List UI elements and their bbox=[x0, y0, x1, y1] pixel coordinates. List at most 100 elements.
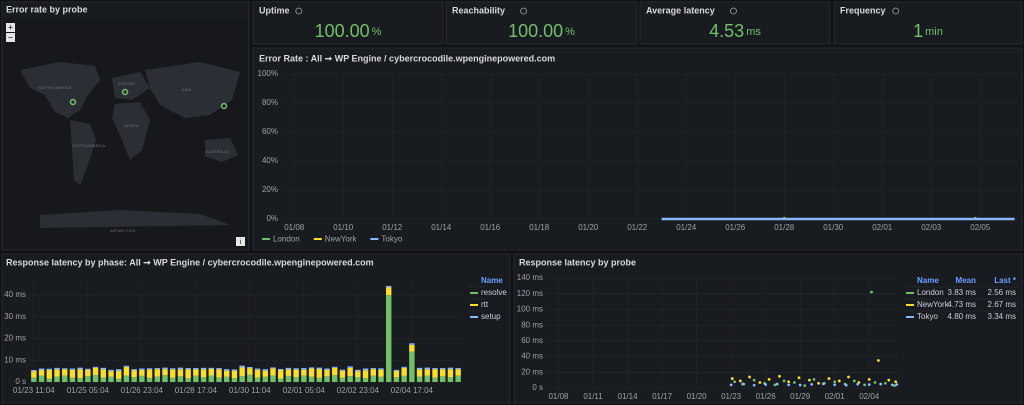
legend-swatch bbox=[906, 292, 914, 294]
info-label[interactable]: i bbox=[240, 239, 242, 246]
bar-segment bbox=[77, 369, 83, 379]
bar-segment bbox=[447, 367, 454, 370]
bar-segment bbox=[393, 370, 400, 378]
bar-segment bbox=[270, 368, 276, 376]
scatter-point bbox=[782, 379, 786, 383]
x-tick-label: 01/20 bbox=[578, 223, 599, 232]
bar-segment bbox=[455, 375, 461, 382]
scatter-point bbox=[752, 383, 756, 387]
world-map: NORTH AMERICA EUROPE ASIA AFRICA SOUTH A… bbox=[3, 18, 248, 249]
zoom-out-button[interactable] bbox=[6, 33, 15, 42]
bar-segment bbox=[38, 375, 45, 382]
legend-last: 3.34 ms bbox=[988, 312, 1016, 321]
y-tick-label: 0 s bbox=[532, 383, 543, 392]
chart-title: Response latency by phase: All ➞ WP Engi… bbox=[6, 257, 374, 267]
bar-segment bbox=[316, 367, 322, 369]
y-tick-label: 120 ms bbox=[517, 289, 543, 298]
bar-segment bbox=[455, 369, 461, 376]
bar-segment bbox=[239, 367, 245, 377]
land bbox=[145, 62, 240, 118]
bar-segment bbox=[278, 370, 284, 379]
bar-segment bbox=[339, 369, 346, 371]
scatter-point bbox=[821, 382, 825, 386]
legend-label: Tokyo bbox=[381, 235, 402, 244]
x-tick-label: 02/01 05:04 bbox=[283, 386, 326, 395]
legend-last: 2.67 ms bbox=[988, 300, 1016, 309]
scatter-point bbox=[852, 379, 856, 383]
bar-segment bbox=[432, 368, 438, 370]
info-button[interactable] bbox=[236, 237, 245, 246]
chart-panel bbox=[513, 253, 1023, 404]
legend-mean: 4.80 ms bbox=[948, 312, 976, 321]
land bbox=[20, 62, 100, 118]
y-tick-label: 140 ms bbox=[517, 273, 543, 282]
scatter-point bbox=[748, 375, 751, 379]
bar-segment bbox=[285, 367, 292, 370]
bar-segment bbox=[231, 378, 238, 382]
x-tick-label: 01/22 bbox=[627, 223, 648, 232]
legend-swatch bbox=[313, 238, 322, 240]
stat-value: 100.00% bbox=[508, 21, 575, 41]
stat-number: 1 bbox=[913, 21, 923, 41]
x-tick-label: 01/24 bbox=[676, 223, 697, 232]
probe-marker[interactable] bbox=[69, 98, 77, 106]
bar-segment bbox=[447, 369, 454, 377]
bar-segment bbox=[231, 369, 238, 371]
bar-segment bbox=[332, 375, 338, 382]
bar-segment bbox=[347, 367, 353, 377]
x-tick-label: 02/04 bbox=[859, 392, 880, 401]
bar-segment bbox=[424, 367, 430, 370]
probe-marker[interactable] bbox=[220, 102, 228, 110]
bar-segment bbox=[185, 369, 191, 379]
land bbox=[70, 120, 96, 185]
bar-segment bbox=[146, 377, 153, 382]
zoom-out-label[interactable]: − bbox=[8, 32, 13, 42]
stat-panel bbox=[639, 1, 831, 45]
probe-marker[interactable] bbox=[121, 88, 129, 96]
bar-segment bbox=[62, 375, 68, 382]
scatter-point bbox=[890, 383, 894, 387]
legend-last: 2.56 ms bbox=[988, 288, 1016, 297]
bar-segment bbox=[285, 375, 292, 382]
legend-label: London bbox=[917, 288, 944, 297]
zoom-in-label[interactable]: + bbox=[8, 22, 13, 32]
y-tick-label: 30 ms bbox=[4, 312, 26, 321]
bar-segment bbox=[270, 367, 276, 369]
bar-segment bbox=[170, 369, 176, 378]
stat-number: 100.00 bbox=[315, 21, 370, 41]
bar-segment bbox=[362, 370, 369, 379]
y-tick-label: 20 ms bbox=[4, 334, 26, 343]
scatter-point bbox=[798, 383, 802, 387]
bar-segment bbox=[262, 376, 268, 382]
bar-segment bbox=[170, 368, 176, 370]
bar-segment bbox=[416, 367, 423, 370]
bar-segment bbox=[208, 367, 214, 369]
x-tick-label: 01/12 bbox=[382, 223, 403, 232]
bar-segment bbox=[146, 368, 153, 370]
bar-segment bbox=[231, 370, 238, 379]
x-tick-label: 01/23 bbox=[721, 392, 742, 401]
scatter-point bbox=[764, 383, 768, 386]
bar-segment bbox=[224, 369, 230, 371]
stat-value: 4.53 ms bbox=[709, 21, 761, 41]
x-tick-label: 01/25 05:04 bbox=[67, 386, 110, 395]
info-icon bbox=[730, 7, 737, 15]
bar-segment bbox=[432, 377, 438, 382]
legend-label: Tokyo bbox=[917, 312, 938, 321]
bar-segment bbox=[347, 366, 353, 368]
scatter-point bbox=[730, 377, 734, 380]
x-tick-label: 01/26 bbox=[725, 223, 746, 232]
bar-segment bbox=[69, 369, 76, 378]
bar-segment bbox=[386, 287, 392, 296]
stat-unit: % bbox=[372, 26, 382, 38]
bar-segment bbox=[416, 369, 423, 377]
scatter-point bbox=[877, 359, 880, 362]
bar-segment bbox=[108, 371, 114, 377]
bar-segment bbox=[308, 367, 315, 369]
bar-segment bbox=[278, 368, 284, 371]
legend-label: resolve bbox=[481, 288, 507, 297]
x-tick-label: 02/03 bbox=[921, 223, 942, 232]
zoom-in-button[interactable] bbox=[6, 23, 15, 32]
bar-segment bbox=[193, 368, 199, 370]
y-tick-label: 80% bbox=[262, 98, 278, 107]
